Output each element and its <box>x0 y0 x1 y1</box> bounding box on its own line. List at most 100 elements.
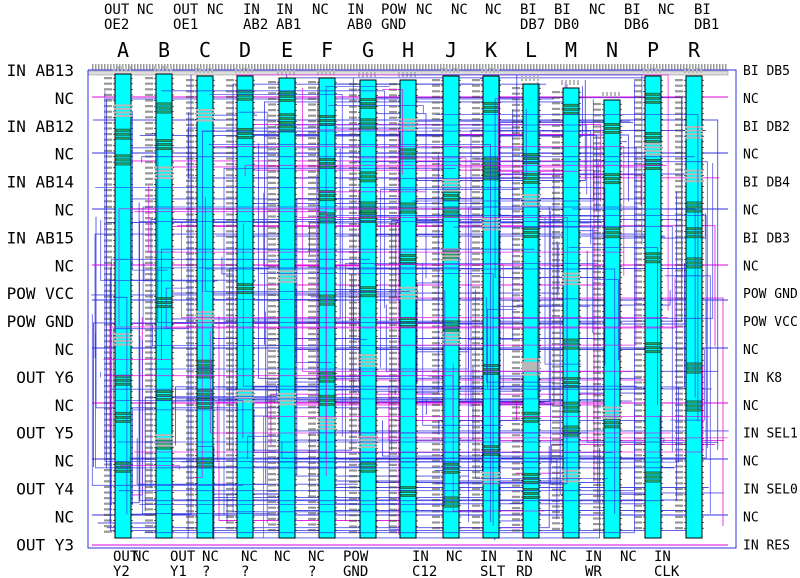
edge-contact <box>674 64 676 70</box>
pin-number-mark <box>593 528 601 531</box>
pin-number-mark <box>308 529 316 532</box>
top-pad <box>537 76 539 81</box>
edge-contact <box>596 64 598 70</box>
pin-number-mark <box>634 437 642 440</box>
pin-number-mark <box>308 389 316 392</box>
pad-highlight <box>115 158 131 162</box>
edge-contact <box>188 64 190 70</box>
pin-number-mark <box>145 82 153 85</box>
edge-contact <box>629 64 631 70</box>
chip-body <box>644 75 662 539</box>
pin-number-mark <box>268 349 276 352</box>
pin-number-mark <box>675 112 683 115</box>
pin-number-mark <box>308 209 316 212</box>
top-pin-type: BI <box>554 2 571 18</box>
pin-number-mark <box>552 135 560 138</box>
pin-number-mark <box>389 519 397 522</box>
pad-highlight <box>443 496 459 500</box>
pin-number-mark <box>104 452 112 455</box>
pad-gray <box>522 361 540 364</box>
pin-number-mark <box>634 179 642 182</box>
pin-number-mark <box>104 177 112 180</box>
pin-number-mark <box>226 308 234 311</box>
pad-highlight <box>563 377 579 381</box>
pin-number-mark <box>349 88 357 91</box>
pin-number-mark <box>308 181 316 184</box>
pad-gray <box>685 173 703 176</box>
pin-number-mark <box>226 235 234 238</box>
pin-number-mark <box>349 424 357 427</box>
pin-number-mark <box>552 410 560 413</box>
pin-number-mark <box>472 286 480 289</box>
pin-number-mark <box>349 452 357 455</box>
pad-gray <box>114 107 132 110</box>
pin-number-mark <box>593 506 601 509</box>
pin-number-mark <box>512 159 520 162</box>
pin-number-mark <box>593 203 601 206</box>
pin-number-mark <box>634 308 642 311</box>
pin-number-mark <box>512 495 520 498</box>
pin-number-mark <box>675 398 683 401</box>
edge-contact <box>527 64 529 70</box>
trace <box>134 211 327 476</box>
bottom-pin-type: NC <box>133 549 150 565</box>
top-pad <box>235 68 237 73</box>
top-pad <box>199 68 201 73</box>
pad-highlight <box>400 254 416 257</box>
pin-number-mark <box>675 431 683 434</box>
pin-number-mark <box>226 219 234 222</box>
pad-highlight <box>360 294 376 298</box>
pin-number-mark <box>226 448 234 451</box>
pin-number-mark <box>104 474 112 477</box>
trace <box>232 83 547 299</box>
pin-number-mark <box>145 435 153 438</box>
pad-gray <box>685 176 703 179</box>
pin-number-mark <box>593 248 601 251</box>
pin-number-mark <box>593 500 601 503</box>
pin-number-mark <box>634 471 642 474</box>
top-pin-type: BI <box>520 2 537 18</box>
pin-number-mark <box>389 295 397 298</box>
pin-number-mark <box>593 360 601 363</box>
pin-number-mark <box>268 215 276 218</box>
pad-highlight <box>645 475 661 479</box>
pin-number-mark <box>389 435 397 438</box>
pin-number-mark <box>634 392 642 395</box>
pin-number-mark <box>389 307 397 310</box>
pad-highlight <box>563 381 579 385</box>
pad-gray <box>318 420 336 423</box>
pad-highlight <box>483 445 499 449</box>
edge-contact <box>626 64 628 70</box>
trace <box>139 290 446 505</box>
pin-number-mark <box>512 232 520 235</box>
pad-gray <box>442 185 460 188</box>
pin-number-mark <box>349 419 357 422</box>
pin-number-mark <box>389 486 397 489</box>
pin-number-mark <box>675 213 683 216</box>
pin-number-mark <box>512 333 520 336</box>
top-pad <box>117 66 119 71</box>
pin-number-mark <box>432 112 440 115</box>
trace <box>213 145 625 276</box>
pin-number-mark <box>104 88 112 91</box>
trace <box>132 409 252 506</box>
top-pin-17: NC <box>658 2 675 18</box>
pin-number-mark <box>186 454 194 457</box>
pin-number-mark <box>308 299 316 302</box>
pin-number-mark <box>512 249 520 252</box>
pin-number-mark <box>186 504 194 507</box>
pin-number-mark <box>675 476 683 479</box>
pin-number-mark <box>432 398 440 401</box>
pin-number-mark <box>634 140 642 143</box>
pin-number-mark <box>634 90 642 93</box>
edge-contact <box>140 64 142 70</box>
pin-number-mark <box>634 454 642 457</box>
pin-number-mark <box>552 415 560 418</box>
pad-gray <box>482 475 500 478</box>
pin-number-mark <box>186 375 194 378</box>
pin-number-mark <box>349 150 357 153</box>
edge-contact <box>563 64 565 70</box>
pin-number-mark <box>593 388 601 391</box>
edge-contact <box>689 64 691 70</box>
edge-contact <box>473 64 475 70</box>
